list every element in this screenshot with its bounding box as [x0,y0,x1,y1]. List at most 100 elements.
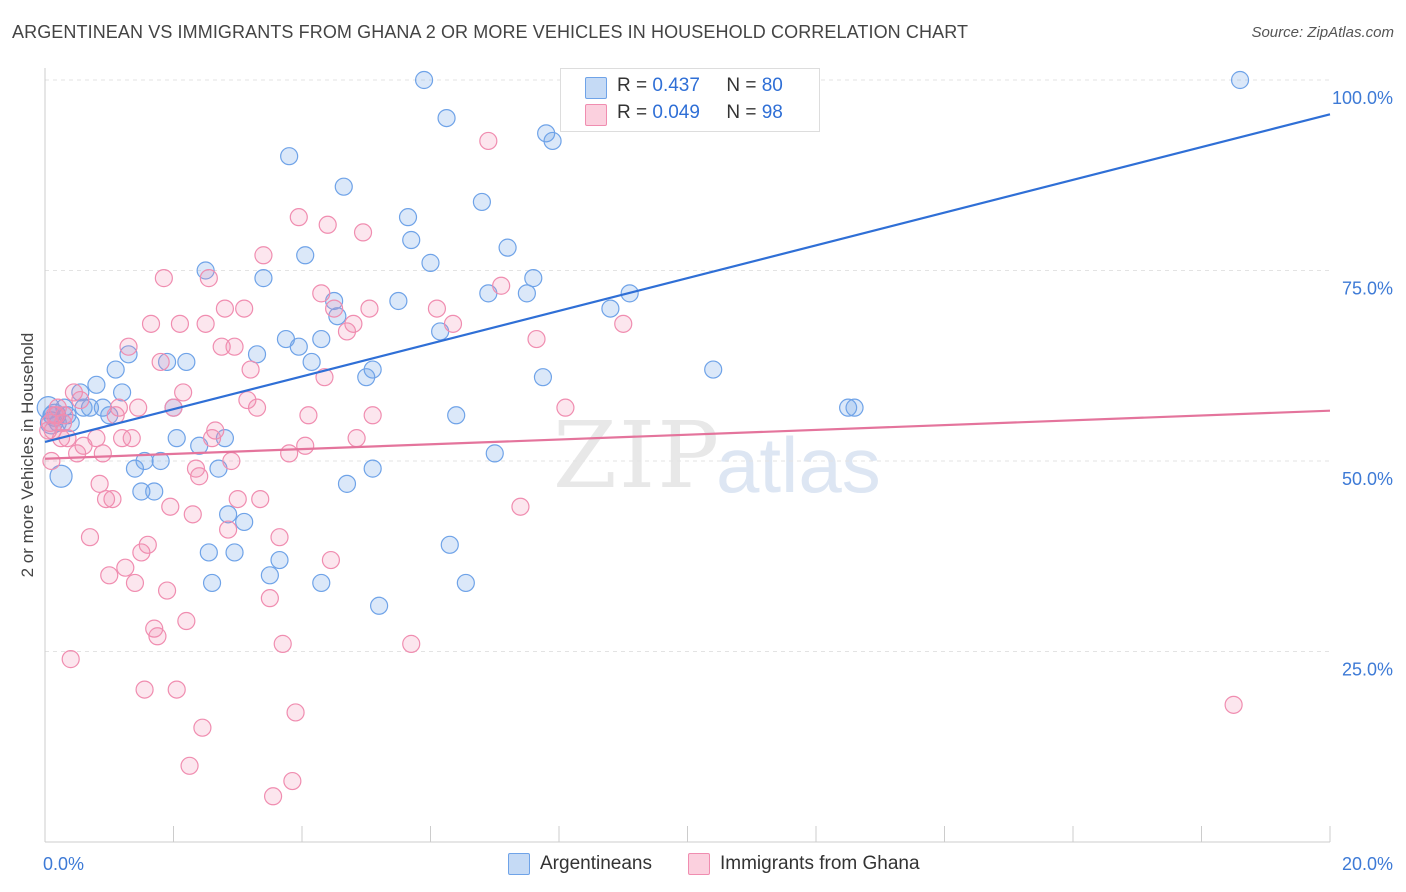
legend-label-argentineans: Argentineans [540,853,652,874]
point-ghana [61,650,80,669]
point-argentineans [132,482,151,501]
point-argentineans [260,566,279,585]
point-argentineans [543,131,562,151]
point-ghana [241,360,260,379]
point-argentineans [151,451,170,471]
point-argentineans [49,464,73,488]
point-ghana [53,413,73,432]
point-argentineans [437,108,456,128]
point-ghana [1224,695,1243,714]
point-ghana [318,215,337,234]
point-ghana [263,787,283,806]
point-argentineans [119,345,138,364]
point-argentineans [517,284,536,303]
point-ghana [109,398,128,417]
point-argentineans [215,429,234,448]
point-argentineans [219,505,238,524]
point-argentineans [414,70,434,90]
point-ghana [219,520,238,539]
point-argentineans [533,368,553,387]
point-argentineans [254,269,273,288]
point-ghana [174,383,193,402]
point-argentineans [1230,70,1250,90]
point-ghana [228,490,247,509]
point-ghana [260,589,279,608]
n-label: N = [726,75,757,96]
point-ghana [360,299,379,318]
point-argentineans [498,238,517,257]
point-argentineans [125,459,145,478]
y-tick-label: 25.0% [1342,660,1393,680]
point-ghana [180,756,199,775]
y-tick-label: 100.0% [1332,88,1393,108]
point-ghana [129,398,148,417]
point-ghana [614,314,633,333]
point-ghana [196,314,215,333]
point-ghana [247,398,267,417]
point-ghana [492,276,511,295]
point-ghana [154,269,173,288]
point-argentineans [235,512,254,532]
point-ghana [157,581,177,600]
point-argentineans [704,360,723,379]
point-ghana [273,634,292,653]
point-ghana [55,406,74,425]
point-ghana [238,390,257,410]
point-ghana [299,406,318,425]
legend-swatch-ghana [688,853,710,875]
point-argentineans [334,177,353,196]
point-argentineans [289,337,308,356]
r-label: R = [617,75,648,96]
point-argentineans [80,398,100,417]
point-argentineans [485,444,504,463]
point-argentineans [389,291,408,311]
point-ghana [167,680,186,699]
point-ghana [443,314,463,333]
point-ghana [148,627,167,646]
point-ghana [427,299,447,318]
point-ghana [87,429,106,448]
point-ghana [170,314,190,333]
point-argentineans [601,299,620,318]
point-ghana [151,352,170,372]
point-ghana [141,314,161,333]
point-ghana [116,558,135,577]
point-argentineans [472,192,491,212]
point-ghana [103,490,122,509]
x-tick-label: 0.0% [43,854,84,874]
point-argentineans [402,230,421,250]
point-ghana [122,429,141,448]
point-ghana [363,406,382,425]
point-argentineans [157,352,177,372]
watermark-zip: ZIP [553,402,722,509]
point-ghana [135,680,154,699]
watermark-atlas: atlas [716,421,881,509]
point-argentineans [845,398,864,417]
point-argentineans [447,406,466,425]
point-argentineans [225,543,244,562]
point-ghana [177,611,196,631]
point-ghana [315,368,334,387]
point-ghana [42,451,61,471]
point-argentineans [247,345,267,364]
point-ghana [100,566,119,585]
point-ghana [280,444,299,463]
point-argentineans [398,208,418,227]
point-ghana [479,131,498,151]
n-value: 80 [761,75,783,96]
point-ghana [90,474,109,493]
point-argentineans [357,368,376,387]
n-value: 98 [761,102,783,123]
point-ghana [161,497,180,516]
point-ghana [199,269,218,288]
point-argentineans [337,474,357,493]
n-label: N = [726,102,757,123]
point-ghana [212,337,231,356]
point-ghana [235,299,254,318]
point-argentineans [839,398,858,417]
y-axis-label: 2 or more Vehicles in Household [18,332,37,578]
point-ghana [132,543,151,562]
point-ghana [337,322,357,341]
point-ghana [47,406,66,425]
